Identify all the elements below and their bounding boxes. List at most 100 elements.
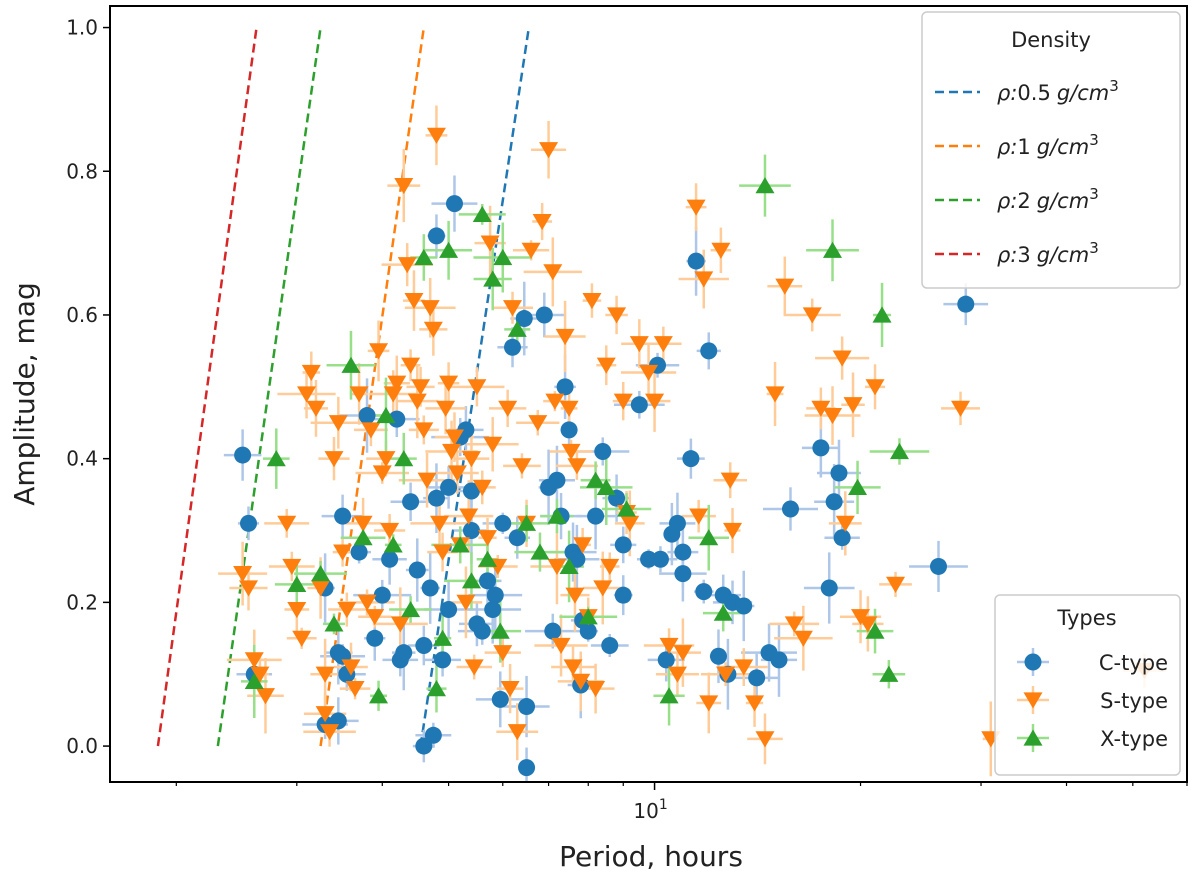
- s-type-point: [775, 278, 795, 295]
- density-legend-box: [921, 11, 1181, 289]
- x-type-point: [530, 543, 550, 560]
- s-type-point: [543, 264, 563, 281]
- s-type-point: [447, 465, 467, 482]
- s-type-point: [464, 659, 484, 676]
- c-type-point: [462, 522, 480, 540]
- types-legend: Types C-type S-type X-type: [994, 594, 1181, 776]
- s-type-point: [582, 292, 602, 310]
- s-type-point: [282, 558, 302, 575]
- s-type-point: [711, 242, 731, 259]
- s-type-point: [315, 706, 335, 723]
- x-type-point: [559, 557, 579, 575]
- c-type-point: [366, 629, 384, 647]
- c-type-point: [651, 550, 669, 568]
- s-type-point: [315, 666, 335, 683]
- s-type-point: [639, 364, 659, 381]
- s-type-point: [493, 645, 513, 662]
- density-legend-label-1: ρ:1 g/cm3: [997, 131, 1099, 159]
- c-type-point: [415, 636, 433, 654]
- s-type-point: [843, 397, 863, 414]
- x-type-point: [461, 572, 481, 589]
- c-type-point: [486, 586, 504, 604]
- s-type-point: [380, 522, 400, 540]
- x-type-point: [596, 478, 616, 496]
- c-type-point: [440, 478, 458, 496]
- c-type-point: [408, 561, 426, 579]
- s-type-point: [565, 587, 585, 604]
- s-type-point: [456, 594, 476, 611]
- density-line-3: [156, 27, 258, 747]
- s-type-point: [686, 199, 706, 216]
- x-type-point: [478, 550, 498, 567]
- x-type-point: [369, 687, 389, 704]
- s-type-point: [951, 400, 971, 417]
- s-type-point: [239, 580, 259, 597]
- c-type-point: [579, 622, 597, 640]
- c-type-point: [240, 514, 258, 532]
- s-type-point: [387, 375, 407, 392]
- c-type-point: [930, 557, 948, 575]
- s-type-point: [306, 400, 326, 417]
- x-type-point: [879, 665, 899, 682]
- s-type-point: [444, 429, 464, 446]
- s-type-point: [328, 415, 348, 432]
- s-type-point: [255, 688, 275, 705]
- c-type-point: [812, 439, 830, 457]
- s-type-point: [411, 379, 431, 396]
- c-type-point: [515, 310, 533, 328]
- s-type-point: [361, 422, 381, 439]
- c-type-point: [614, 586, 632, 604]
- s-type-point: [414, 422, 434, 439]
- s-type-point: [442, 443, 462, 461]
- s-type-point: [765, 386, 785, 403]
- x-type-point: [376, 407, 396, 424]
- s-type-point: [461, 451, 481, 468]
- c-type-point: [820, 579, 838, 597]
- types-legend-marker-1: [1023, 692, 1043, 709]
- s-type-point: [673, 645, 693, 662]
- c-type-point: [491, 690, 509, 708]
- c-type-point: [674, 565, 692, 583]
- x-type-point: [517, 514, 537, 531]
- s-type-point: [433, 544, 453, 561]
- c-type-point: [687, 252, 705, 270]
- s-type-point: [324, 451, 344, 468]
- axis-ticks: 0.0 0.2 0.4 0.6 0.8 1.0 101: [66, 16, 1188, 823]
- s-type-point: [716, 666, 736, 683]
- s-type-point: [311, 580, 331, 597]
- x-type-point: [324, 615, 344, 632]
- y-tick-label: 0.8: [66, 159, 98, 183]
- s-type-point: [426, 127, 446, 144]
- s-type-point: [287, 601, 307, 619]
- c-type-point: [556, 378, 574, 396]
- c-type-point: [548, 471, 566, 489]
- c-type-point: [825, 493, 843, 511]
- s-type-point: [345, 680, 365, 698]
- s-type-point: [478, 530, 498, 547]
- s-type-point: [858, 616, 878, 633]
- x-type-point: [823, 241, 843, 258]
- c-type-point: [682, 450, 700, 468]
- s-type-point: [292, 630, 312, 647]
- c-type-point: [830, 464, 848, 482]
- c-type-point: [473, 622, 491, 640]
- x-type-point: [872, 306, 892, 323]
- s-type-point: [372, 465, 392, 482]
- c-type-point: [445, 195, 463, 213]
- c-type-point: [630, 396, 648, 414]
- c-type-point: [388, 410, 406, 428]
- plot-area: [156, 27, 1167, 782]
- s-type-point: [645, 393, 665, 410]
- c-type-point: [674, 543, 692, 561]
- s-type-point: [653, 336, 673, 353]
- types-legend-marker-2: [1023, 729, 1043, 746]
- s-type-point: [383, 386, 403, 403]
- s-type-point: [337, 601, 357, 619]
- c-type-point: [373, 586, 391, 604]
- c-type-point: [640, 550, 658, 568]
- density-legend-title: Density: [1011, 28, 1091, 52]
- s-type-point: [699, 695, 719, 712]
- c-type-point: [457, 421, 475, 439]
- s-type-point: [401, 357, 421, 374]
